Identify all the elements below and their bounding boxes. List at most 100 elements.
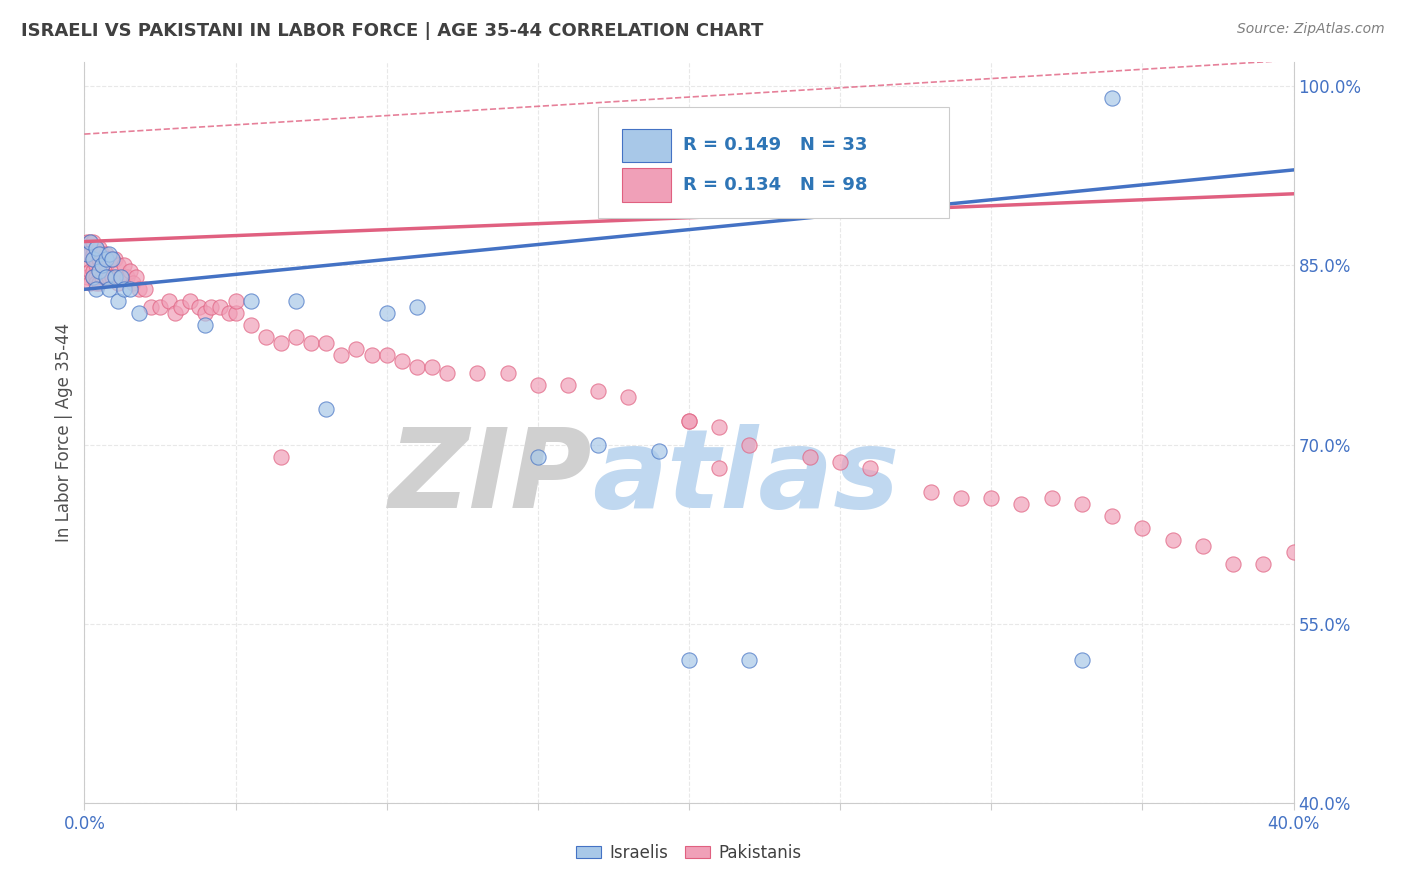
Point xyxy=(360,348,382,362)
Point xyxy=(950,491,973,506)
Point xyxy=(200,300,222,314)
Point xyxy=(315,336,337,351)
Point xyxy=(617,390,640,404)
Point xyxy=(188,300,211,314)
Point xyxy=(89,264,111,278)
Point xyxy=(86,240,108,254)
Point xyxy=(375,306,398,320)
Point xyxy=(104,270,127,285)
Point xyxy=(94,252,117,267)
Point xyxy=(82,264,104,278)
Point xyxy=(738,437,761,451)
Point xyxy=(110,270,132,285)
Point xyxy=(1130,521,1153,535)
Point xyxy=(82,252,104,267)
Point xyxy=(110,270,132,285)
Point xyxy=(436,366,458,380)
Text: atlas: atlas xyxy=(592,424,900,531)
FancyBboxPatch shape xyxy=(599,107,949,218)
Point xyxy=(648,443,671,458)
Point xyxy=(97,282,120,296)
Point xyxy=(225,294,247,309)
Point xyxy=(980,491,1002,506)
Point xyxy=(330,348,353,362)
Point xyxy=(82,252,104,267)
Point xyxy=(91,259,114,273)
Point xyxy=(527,377,550,392)
Point xyxy=(89,277,111,291)
Point xyxy=(118,264,141,278)
Point xyxy=(94,246,117,260)
Point xyxy=(149,300,172,314)
Point xyxy=(79,235,101,249)
Point xyxy=(118,282,141,296)
Point xyxy=(406,359,429,374)
Point xyxy=(209,300,232,314)
Point xyxy=(179,294,201,309)
Point xyxy=(97,246,120,260)
Text: Source: ZipAtlas.com: Source: ZipAtlas.com xyxy=(1237,22,1385,37)
Point xyxy=(588,437,610,451)
Point xyxy=(1192,539,1215,553)
Point xyxy=(285,294,308,309)
Point xyxy=(375,348,398,362)
Point xyxy=(406,300,429,314)
Point xyxy=(100,252,122,267)
Point xyxy=(94,270,117,285)
Point xyxy=(467,366,489,380)
Point xyxy=(678,414,700,428)
Point xyxy=(1161,533,1184,547)
Point xyxy=(165,306,187,320)
Point xyxy=(121,277,143,291)
Point xyxy=(76,252,98,267)
Point xyxy=(112,282,135,296)
Point xyxy=(157,294,180,309)
Point xyxy=(86,282,108,296)
Point xyxy=(89,252,111,267)
FancyBboxPatch shape xyxy=(623,169,671,202)
Point xyxy=(86,270,108,285)
Text: R = 0.134   N = 98: R = 0.134 N = 98 xyxy=(683,176,868,194)
Point xyxy=(1071,652,1094,666)
Point xyxy=(79,246,101,260)
Text: ISRAELI VS PAKISTANI IN LABOR FORCE | AGE 35-44 CORRELATION CHART: ISRAELI VS PAKISTANI IN LABOR FORCE | AG… xyxy=(21,22,763,40)
Point xyxy=(128,282,150,296)
Point xyxy=(270,336,292,351)
Point xyxy=(100,270,122,285)
Point xyxy=(79,264,101,278)
FancyBboxPatch shape xyxy=(623,129,671,162)
Point xyxy=(270,450,292,464)
Point xyxy=(709,461,731,475)
Point xyxy=(194,318,217,333)
Point xyxy=(91,246,114,260)
Point xyxy=(76,246,98,260)
Point xyxy=(285,330,308,344)
Point xyxy=(79,277,101,291)
Point xyxy=(346,342,368,356)
Point xyxy=(254,330,277,344)
Point xyxy=(1071,497,1094,511)
Point xyxy=(239,318,262,333)
Point xyxy=(76,270,98,285)
Point xyxy=(76,246,98,260)
Point xyxy=(107,259,129,273)
Point xyxy=(1101,91,1123,105)
Point xyxy=(94,259,117,273)
Point xyxy=(1040,491,1063,506)
Point xyxy=(678,652,700,666)
Point xyxy=(315,401,337,416)
Point xyxy=(125,270,148,285)
Point xyxy=(1222,557,1244,571)
Point xyxy=(82,270,104,285)
Point xyxy=(1011,497,1033,511)
Point xyxy=(420,359,443,374)
Point xyxy=(100,252,122,267)
Point xyxy=(738,652,761,666)
Point xyxy=(134,282,156,296)
Point xyxy=(89,240,111,254)
Y-axis label: In Labor Force | Age 35-44: In Labor Force | Age 35-44 xyxy=(55,323,73,542)
Point xyxy=(709,419,731,434)
Point xyxy=(91,270,114,285)
Point xyxy=(496,366,519,380)
Point xyxy=(139,300,162,314)
